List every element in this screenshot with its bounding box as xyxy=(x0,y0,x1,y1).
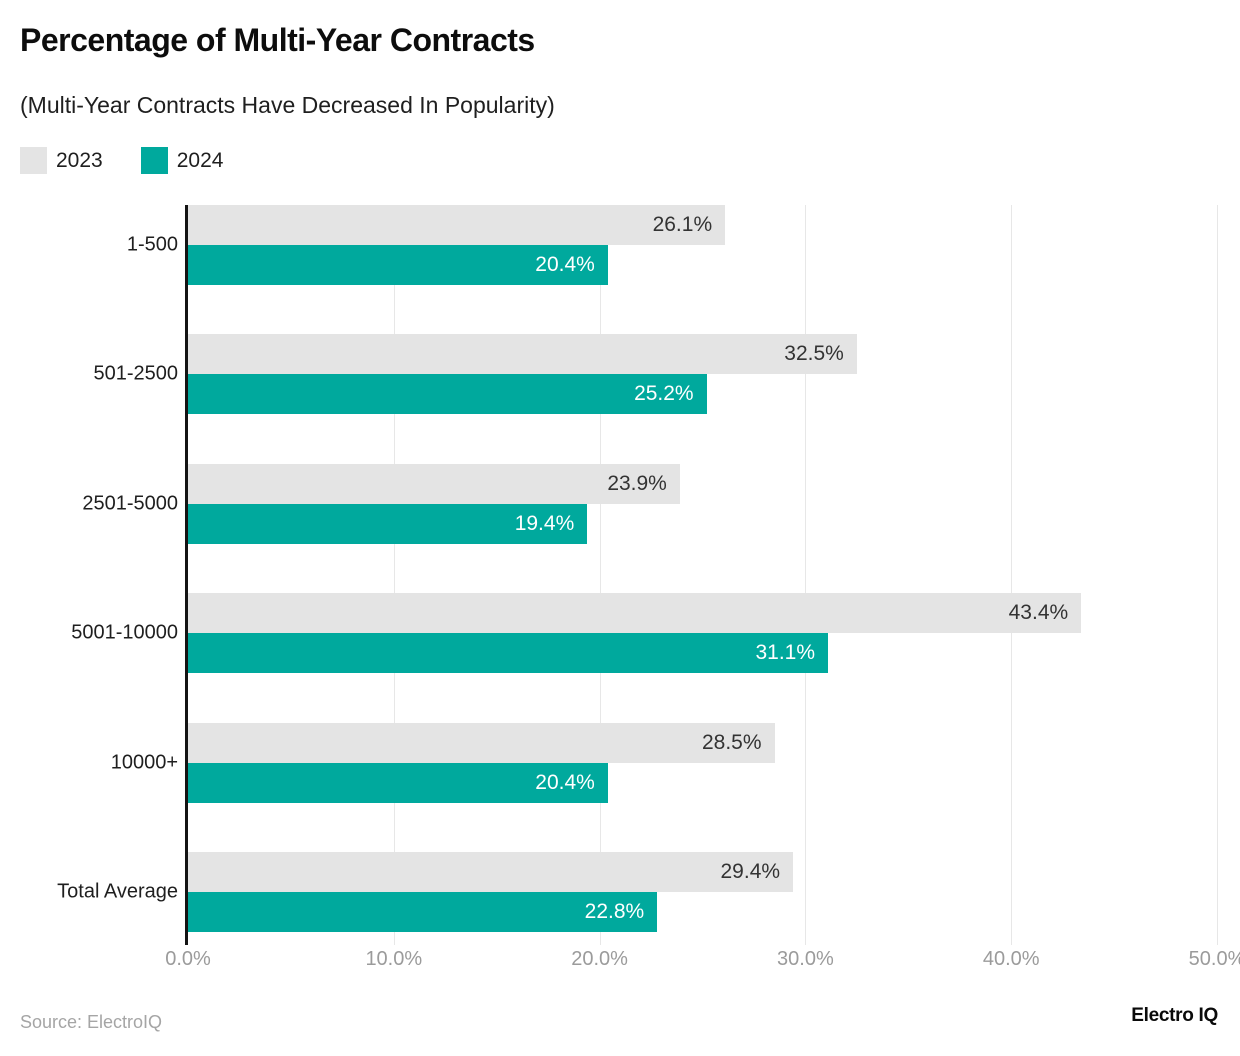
category-label-10000+: 10000+ xyxy=(110,751,178,774)
legend-label-2023: 2023 xyxy=(56,148,103,172)
x-tick-50.0%: 50.0% xyxy=(1188,948,1240,970)
x-tick-40.0%: 40.0% xyxy=(982,948,1040,970)
legend-item-2024: 2024 xyxy=(140,147,224,174)
gridline-50 xyxy=(1217,205,1218,945)
gridline-30 xyxy=(805,205,807,945)
bar-value-label: 19.4% xyxy=(514,511,575,535)
legend-label-2024: 2024 xyxy=(176,148,224,172)
bar-value-label: 31.1% xyxy=(755,641,816,665)
category-label-1-500: 1-500 xyxy=(126,233,178,256)
plot-area: 26.1% 20.4% 32.5% 25.2% 23.9% 19.4% 43.4% 31.1%… xyxy=(188,205,1218,945)
gridline-10 xyxy=(393,205,395,945)
x-tick-20.0%: 20.0% xyxy=(571,948,628,970)
bar-value-label: 25.2% xyxy=(634,382,694,406)
gridline-40 xyxy=(1011,205,1013,945)
bar-value-label: 26.1% xyxy=(652,213,713,236)
gridline-20 xyxy=(599,205,601,945)
legend-item-2023: 2023 xyxy=(20,147,103,174)
bar-value-label: 20.4% xyxy=(535,770,595,794)
source-text: Source: ElectroIQ xyxy=(20,1012,163,1032)
bar-2023-2501-5000: 23.9% xyxy=(188,463,680,504)
bar-2023-Total Average: 29.4% xyxy=(188,852,794,892)
category-label-Total Average: Total Average xyxy=(57,880,178,903)
bar-2024-5001-10000: 31.1% xyxy=(188,633,829,674)
x-tick-30.0%: 30.0% xyxy=(777,948,834,970)
bar-value-label: 43.4% xyxy=(1008,601,1069,625)
category-label-501-2500: 501-2500 xyxy=(93,362,178,385)
bar-2024-2501-5000: 19.4% xyxy=(188,503,588,544)
x-tick-0.0%: 0.0% xyxy=(165,948,211,970)
bar-2024-501-2500: 25.2% xyxy=(188,374,707,415)
bar-value-label: 28.5% xyxy=(701,730,762,754)
bar-value-label: 20.4% xyxy=(535,253,595,276)
bar-value-label: 23.9% xyxy=(607,471,667,495)
legend-swatch-2023 xyxy=(20,147,47,174)
legend-swatch-2024 xyxy=(140,147,168,174)
category-label-2501-5000: 2501-5000 xyxy=(82,492,178,515)
bar-value-label: 32.5% xyxy=(784,342,844,366)
bar-value-label: 29.4% xyxy=(720,860,781,883)
brand-logo: Electro IQ xyxy=(1131,1005,1218,1026)
legend: 2023 2024 xyxy=(20,147,223,174)
y-axis-line xyxy=(185,205,188,945)
bar-2024-1-500: 20.4% xyxy=(188,245,608,285)
bar-2023-1-500: 26.1% xyxy=(188,205,726,245)
bar-2023-501-2500: 32.5% xyxy=(188,334,857,375)
bar-2023-10000+: 28.5% xyxy=(188,722,775,763)
bar-2024-Total Average: 22.8% xyxy=(188,892,658,932)
chart-subtitle: (Multi-Year Contracts Have Decreased In … xyxy=(20,92,555,118)
category-label-5001-10000: 5001-10000 xyxy=(71,621,178,644)
bar-value-label: 22.8% xyxy=(584,900,645,923)
chart-title: Percentage of Multi-Year Contracts xyxy=(20,22,535,58)
bar-2024-10000+: 20.4% xyxy=(188,762,608,803)
bar-2023-5001-10000: 43.4% xyxy=(188,593,1082,634)
x-tick-10.0%: 10.0% xyxy=(365,948,423,970)
x-axis-ticks: 0.0% 10.0% 20.0% 30.0% 40.0% 50.0% xyxy=(165,948,1240,974)
